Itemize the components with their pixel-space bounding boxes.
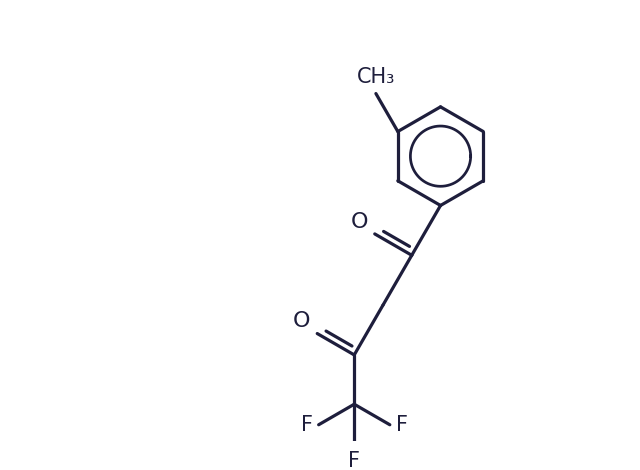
Text: O: O — [293, 312, 310, 331]
Text: F: F — [301, 415, 312, 435]
Text: CH₃: CH₃ — [356, 67, 395, 87]
Text: O: O — [351, 212, 368, 232]
Text: F: F — [396, 415, 408, 435]
Text: F: F — [348, 451, 360, 470]
